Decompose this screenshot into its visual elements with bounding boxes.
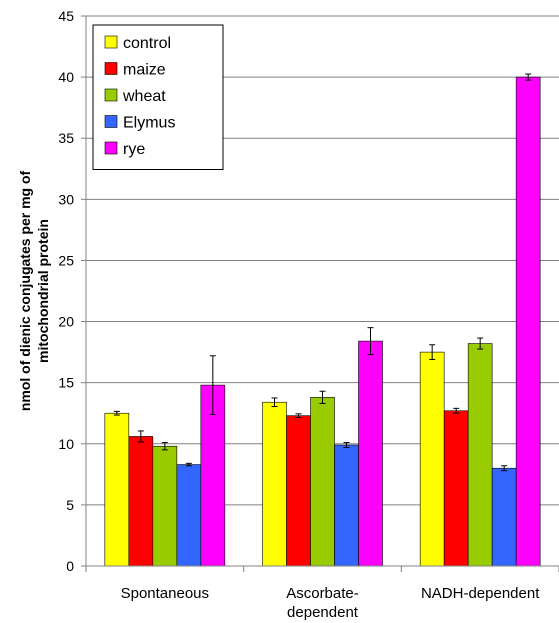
bar-control (419, 351, 445, 567)
bar-rye (358, 340, 383, 567)
y-tick-label: 35 (58, 130, 74, 146)
legend-swatch-elymus (104, 115, 118, 128)
bar-wheat (152, 445, 178, 567)
y-tick-label: 40 (58, 69, 74, 85)
bar-wheat (310, 397, 335, 567)
bar-elymus (491, 467, 517, 567)
x-tick-label: Spontaneous (121, 585, 209, 602)
legend-swatch-wheat (104, 88, 118, 102)
bar-maize (443, 410, 469, 567)
legend-swatch-maize (104, 62, 118, 75)
y-tick-label: 0 (66, 558, 74, 574)
bar-elymus (176, 464, 202, 567)
bar-rye (515, 76, 541, 567)
y-tick-label: 10 (58, 436, 74, 452)
legend-label: maize (123, 62, 166, 79)
y-tick-label: 5 (66, 497, 74, 513)
y-tick-label: 45 (58, 8, 74, 24)
legend-label: rye (123, 141, 145, 158)
legend-swatch-control (104, 35, 118, 49)
legend-label: wheat (122, 88, 166, 105)
axes (85, 16, 559, 572)
y-tick-labels: 0 5 10 15 20 25 30 35 40 45 (58, 8, 86, 574)
x-tick-label: Ascorbate-dependent (286, 585, 359, 621)
bar-control (262, 401, 287, 567)
bar-control (104, 412, 130, 567)
legend-label: Elymus (123, 115, 175, 132)
x-tick-label: NADH-dependent (421, 585, 540, 602)
y-tick-label: 30 (58, 191, 74, 207)
legend-label: control (123, 35, 171, 52)
bar-elymus (334, 444, 359, 567)
y-tick-label: 15 (58, 375, 74, 391)
y-tick-label: 20 (58, 314, 74, 330)
bar-maize (128, 436, 154, 567)
y-tick-label: 25 (58, 252, 74, 268)
x-tick-labels: Spontaneous Ascorbate-dependent NADH-depen… (121, 585, 541, 621)
legend-swatch-rye (104, 141, 118, 155)
error-bars (113, 73, 532, 472)
bar-wheat (467, 343, 493, 567)
y-axis-label: nmol of dienic conjugates per mg of mitoc… (17, 170, 51, 411)
bar-maize (286, 415, 311, 567)
legend: control maize wheat Elymus rye (92, 24, 224, 170)
bar-rye (200, 384, 226, 567)
